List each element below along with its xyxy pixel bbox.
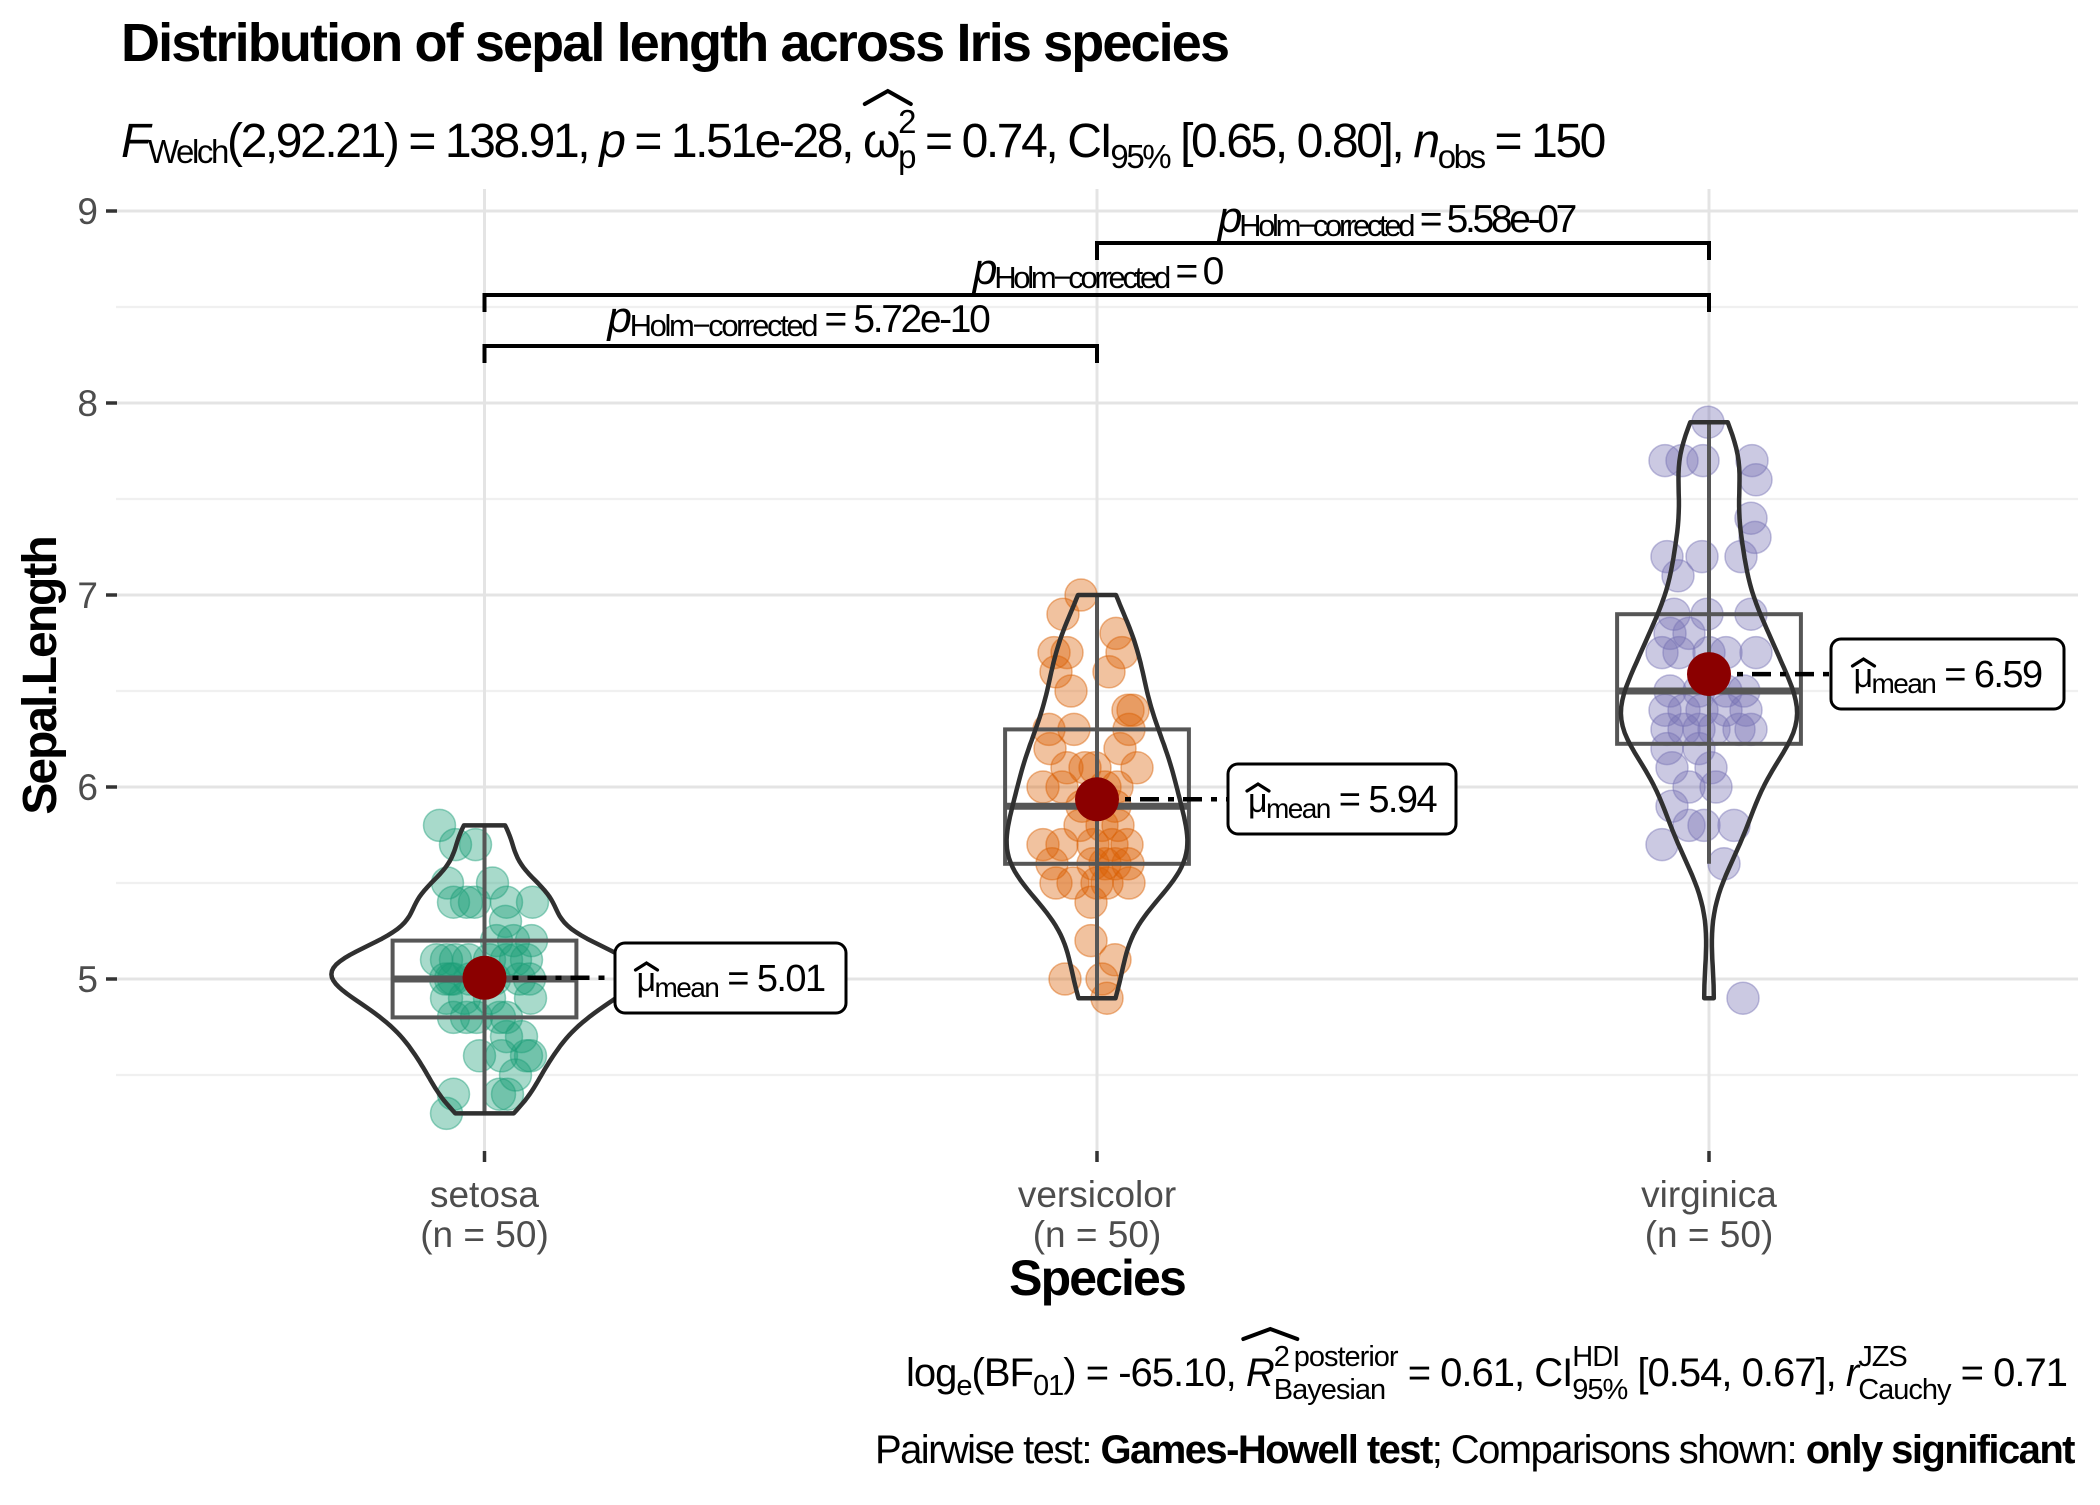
svg-text:(BF: (BF xyxy=(972,1351,1033,1395)
svg-text:Sepal.Length: Sepal.Length xyxy=(14,537,67,814)
svg-text:r: r xyxy=(1846,1351,1861,1395)
svg-text:μ: μ xyxy=(1248,782,1266,820)
svg-text:n: n xyxy=(1413,115,1438,168)
svg-text:(n = 50): (n = 50) xyxy=(420,1214,549,1255)
svg-text:[0.54, 0.67],: [0.54, 0.67], xyxy=(1627,1351,1846,1395)
svg-text:p: p xyxy=(606,293,632,342)
svg-text:95%: 95% xyxy=(1110,138,1171,175)
svg-text:p: p xyxy=(971,245,997,294)
svg-text:Cauchy: Cauchy xyxy=(1858,1374,1952,1406)
svg-text:log: log xyxy=(906,1351,956,1395)
svg-text:5: 5 xyxy=(77,959,98,1000)
svg-text:= 0.71: = 0.71 xyxy=(1951,1351,2067,1395)
svg-text:p: p xyxy=(898,138,915,175)
svg-text:(2,92.21) = 138.91,: (2,92.21) = 138.91, xyxy=(227,115,599,168)
svg-text:Bayesian: Bayesian xyxy=(1274,1374,1385,1406)
svg-text:= 0: = 0 xyxy=(1168,250,1224,293)
svg-text:= 0.61, CI: = 0.61, CI xyxy=(1398,1351,1573,1395)
svg-text:[0.65, 0.80],: [0.65, 0.80], xyxy=(1169,115,1413,168)
svg-text:mean: mean xyxy=(1266,793,1330,824)
svg-text:7: 7 xyxy=(77,575,98,616)
svg-text:= 6.59: = 6.59 xyxy=(1935,654,2042,696)
svg-text:Distribution of sepal length a: Distribution of sepal length across Iris… xyxy=(121,13,1228,73)
svg-text:Holm−corrected: Holm−corrected xyxy=(630,308,818,343)
svg-text:R: R xyxy=(1246,1351,1274,1395)
svg-text:8: 8 xyxy=(77,383,98,424)
svg-text:) = -65.10,: ) = -65.10, xyxy=(1063,1351,1246,1395)
svg-text:versicolor: versicolor xyxy=(1018,1174,1176,1215)
svg-text:p: p xyxy=(1216,193,1242,242)
svg-text:; Comparisons shown:: ; Comparisons shown: xyxy=(1432,1428,1806,1472)
svg-text:Holm−corrected: Holm−corrected xyxy=(1239,208,1414,243)
svg-text:μ: μ xyxy=(637,961,655,999)
svg-text:Games-Howell test: Games-Howell test xyxy=(1101,1428,1433,1472)
svg-text:mean: mean xyxy=(655,972,719,1003)
svg-text:mean: mean xyxy=(1872,668,1936,699)
svg-text:= 5.01: = 5.01 xyxy=(718,958,825,1000)
svg-text:= 1.51e-28,: = 1.51e-28, xyxy=(623,115,863,168)
svg-text:HDI: HDI xyxy=(1572,1341,1619,1373)
svg-text:Welch: Welch xyxy=(148,133,228,170)
svg-text:obs: obs xyxy=(1438,138,1486,175)
svg-text:= 5.94: = 5.94 xyxy=(1330,779,1438,821)
svg-text:μ: μ xyxy=(1854,657,1872,695)
svg-text:p: p xyxy=(597,115,625,168)
svg-text:Pairwise test:: Pairwise test: xyxy=(875,1428,1100,1472)
svg-text:setosa: setosa xyxy=(430,1174,539,1215)
svg-text:9: 9 xyxy=(77,191,98,232)
svg-text:= 5.58e-07: = 5.58e-07 xyxy=(1412,198,1575,241)
svg-text:= 150: = 150 xyxy=(1484,115,1605,168)
svg-text:(n = 50): (n = 50) xyxy=(1033,1214,1162,1255)
svg-text:Holm−corrected: Holm−corrected xyxy=(994,260,1170,295)
svg-text:2 posterior: 2 posterior xyxy=(1274,1341,1399,1373)
svg-text:2: 2 xyxy=(898,103,915,140)
svg-text:95%: 95% xyxy=(1572,1374,1627,1406)
svg-text:6: 6 xyxy=(77,767,98,808)
svg-text:= 0.74, CI: = 0.74, CI xyxy=(914,115,1110,168)
svg-text:01: 01 xyxy=(1033,1370,1063,1402)
svg-text:e: e xyxy=(956,1370,971,1402)
svg-text:only significant: only significant xyxy=(1806,1428,2075,1472)
svg-text:Species: Species xyxy=(1009,1250,1185,1306)
svg-text:(n = 50): (n = 50) xyxy=(1645,1214,1774,1255)
svg-text:JZS: JZS xyxy=(1858,1341,1907,1373)
svg-text:ω: ω xyxy=(863,115,899,168)
svg-text:virginica: virginica xyxy=(1641,1174,1777,1215)
svg-text:= 5.72e-10: = 5.72e-10 xyxy=(816,298,990,341)
